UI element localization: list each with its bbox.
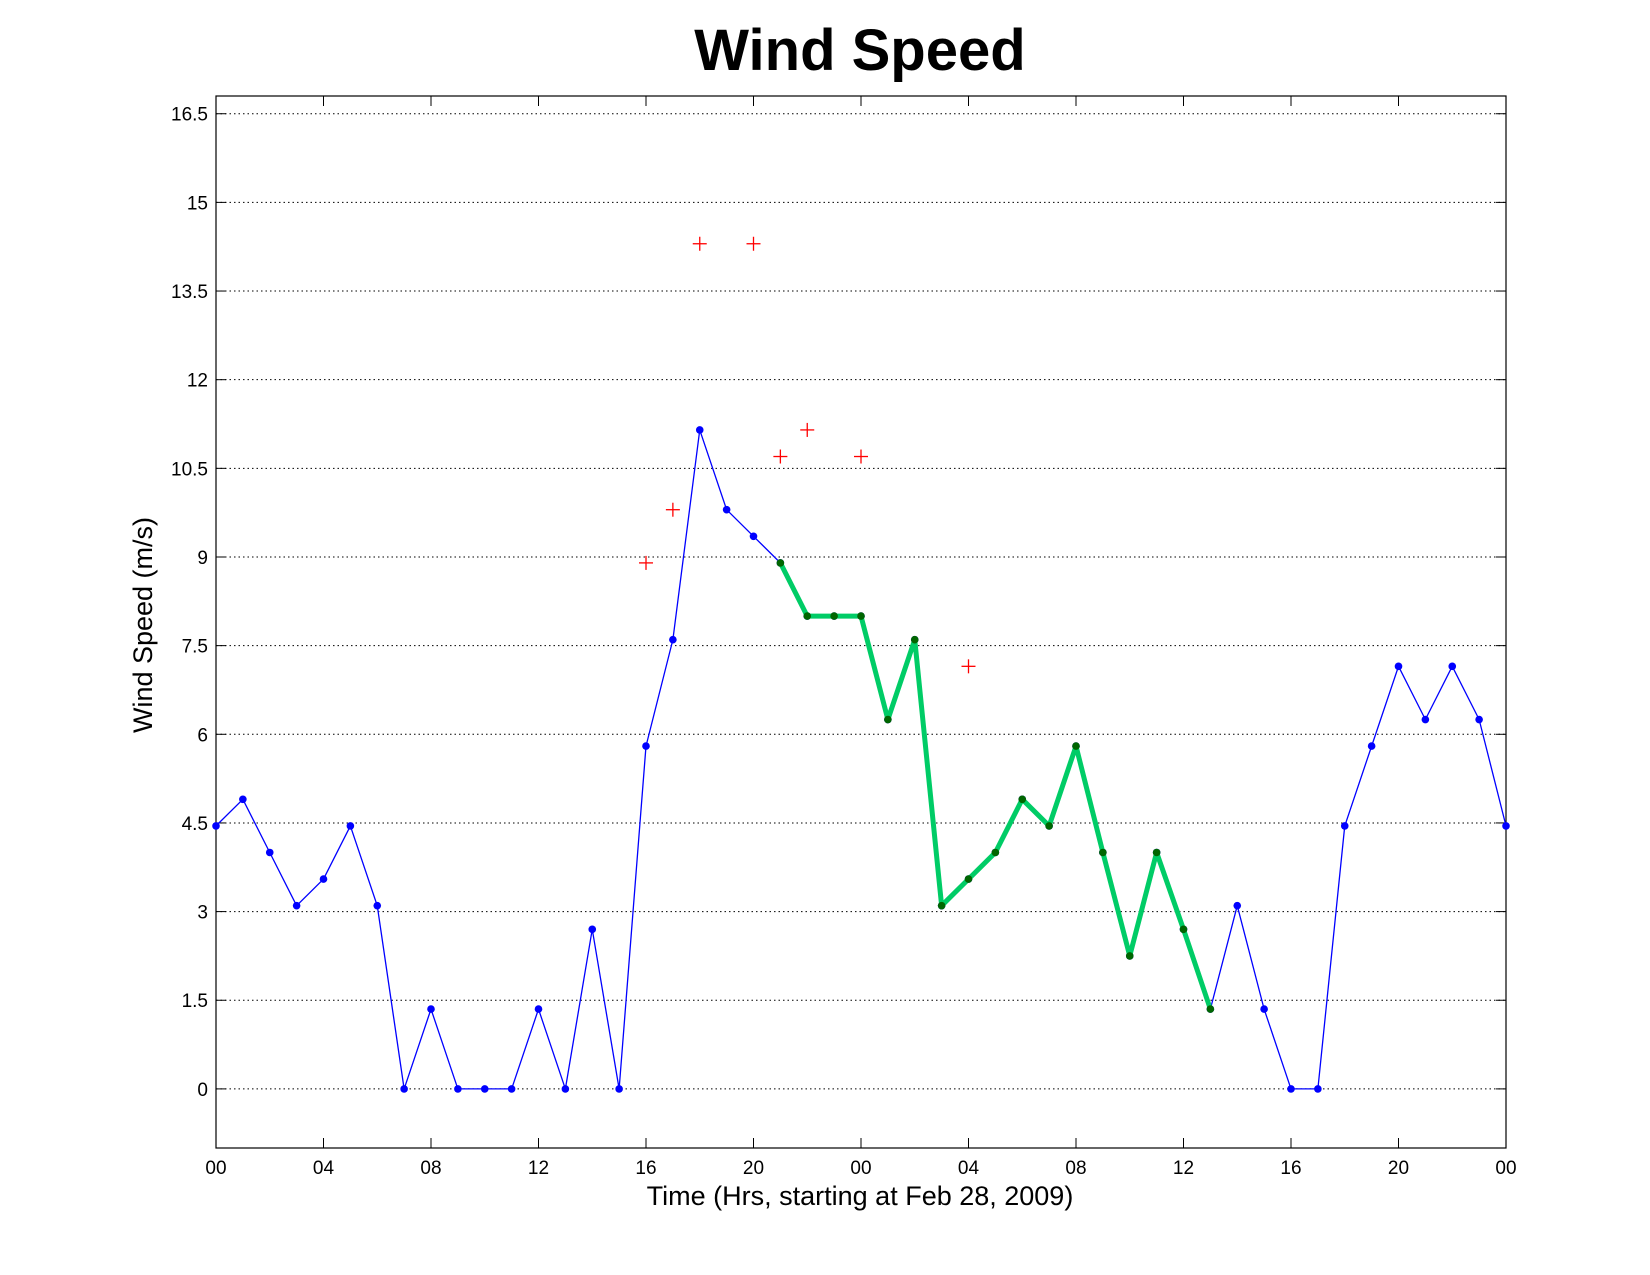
highlight-point — [1045, 822, 1053, 830]
highlight-point — [884, 715, 892, 724]
gust-marker — [773, 449, 788, 464]
x-tick-label: 00 — [850, 1158, 871, 1179]
gust-marker — [961, 659, 976, 674]
y-tick-label: 15 — [187, 193, 208, 214]
series-highlighted-segment — [776, 559, 1215, 1013]
gust-marker — [746, 236, 761, 251]
gust-marker — [854, 449, 868, 464]
y-tick-label: 10.5 — [171, 459, 208, 480]
data-point — [1340, 822, 1349, 830]
gust-marker — [639, 555, 653, 570]
x-tick-label: 16 — [1280, 1158, 1301, 1179]
x-tick-label: 12 — [1173, 1158, 1194, 1179]
wind-speed-line — [215, 429, 1507, 1090]
data-point — [427, 1005, 435, 1013]
data-point — [1394, 662, 1403, 671]
data-point — [695, 426, 704, 434]
x-axis-label: Time (Hrs, starting at Feb 28, 2009) — [647, 1181, 1074, 1211]
x-tick-label: 08 — [420, 1158, 441, 1179]
data-point — [507, 1085, 516, 1093]
x-tick-label: 08 — [1065, 1158, 1086, 1179]
y-tick-label: 1.5 — [182, 991, 208, 1012]
data-point — [292, 901, 301, 910]
data-point — [534, 1005, 543, 1013]
highlight-point — [776, 559, 785, 567]
highlight-point — [1018, 795, 1027, 804]
data-point — [669, 635, 677, 644]
x-tick-label: 20 — [743, 1158, 764, 1179]
data-point — [561, 1085, 570, 1093]
grid-lines — [216, 113, 1506, 1090]
highlight-point — [937, 901, 946, 910]
y-tick-label: 6 — [197, 725, 208, 746]
highlight-point — [830, 612, 838, 620]
highlight-point — [1099, 848, 1107, 857]
data-point — [454, 1085, 462, 1093]
data-point — [1314, 1085, 1322, 1093]
gust-marker — [800, 422, 815, 437]
y-tick-label: 12 — [187, 371, 208, 392]
data-point — [265, 848, 274, 857]
gust-marker — [692, 236, 707, 251]
data-point — [588, 925, 597, 934]
x-tick-label: 04 — [958, 1158, 980, 1179]
highlight-point — [803, 612, 812, 620]
y-tick-label: 3 — [197, 903, 208, 924]
data-point — [1287, 1085, 1295, 1093]
data-point — [480, 1085, 489, 1093]
highlight-point — [1152, 848, 1161, 857]
highlight-point — [1072, 742, 1080, 750]
data-point — [212, 822, 220, 830]
data-point — [346, 822, 355, 830]
data-point — [1448, 662, 1457, 671]
gust-marker — [665, 502, 680, 517]
y-tick-label: 16.5 — [171, 105, 208, 126]
highlight-point — [857, 612, 865, 620]
highlight-point — [1125, 952, 1134, 960]
data-point — [615, 1085, 623, 1093]
y-tick-label: 7.5 — [182, 637, 208, 658]
highlight-point — [1179, 925, 1188, 934]
data-point — [1475, 715, 1483, 724]
y-tick-label: 9 — [197, 548, 208, 569]
series-wind-speed-line — [212, 426, 1510, 1093]
highlight-point — [910, 635, 919, 644]
x-tick-label: 16 — [635, 1158, 656, 1179]
data-point — [319, 875, 328, 883]
axis-ticks: 0 1.5 3 4.5 6 7.5 9 10.5 12 13.5 15 16.5 00 04 08 12 16 2… — [171, 96, 1517, 1179]
data-point — [1421, 715, 1430, 724]
y-tick-label: 0 — [197, 1080, 208, 1101]
data-point — [1502, 822, 1510, 830]
data-point — [642, 742, 650, 750]
y-axis-label: Wind Speed (m/s) — [128, 517, 158, 733]
chart-title: Wind Speed — [694, 18, 1025, 83]
data-point — [373, 901, 382, 910]
x-tick-label: 12 — [528, 1158, 549, 1179]
y-tick-label: 4.5 — [182, 814, 208, 835]
highlight-point — [964, 875, 973, 883]
y-tick-label: 13.5 — [171, 282, 208, 303]
highlight-point — [991, 848, 1000, 857]
data-point — [1233, 901, 1242, 910]
data-point — [722, 505, 731, 514]
data-point — [1260, 1005, 1268, 1013]
data-point — [749, 532, 758, 541]
data-series — [212, 236, 1510, 1093]
data-point — [400, 1085, 408, 1093]
x-tick-label: 04 — [313, 1158, 335, 1179]
highlight-point — [1206, 1005, 1215, 1013]
highlight-line — [778, 561, 1213, 1010]
data-point — [1367, 742, 1376, 750]
x-tick-label: 20 — [1388, 1158, 1409, 1179]
data-point — [239, 795, 247, 804]
x-tick-label: 00 — [1495, 1158, 1516, 1179]
series-gust-markers — [639, 236, 976, 674]
x-tick-label: 00 — [205, 1158, 226, 1179]
